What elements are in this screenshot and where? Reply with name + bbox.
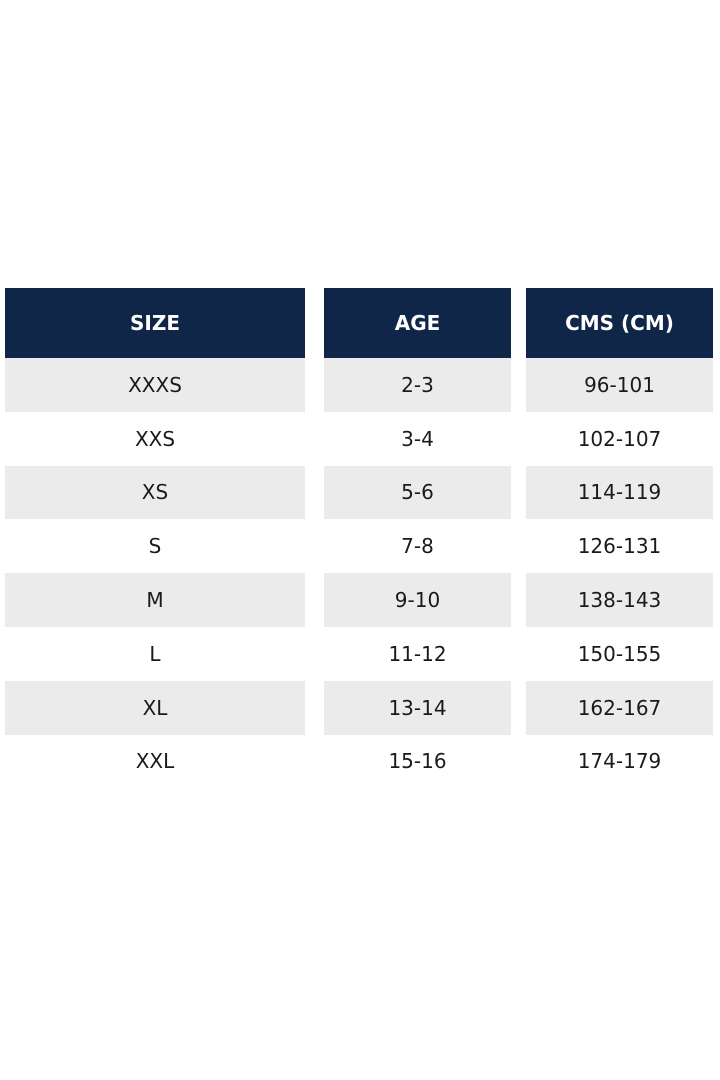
table-cell: 150-155 xyxy=(577,641,662,666)
header-cell: CMS (CM) xyxy=(526,288,713,358)
header-cell: SIZE xyxy=(5,288,305,358)
table-cell: 162-167 xyxy=(526,680,713,735)
table-cell: 15-16 xyxy=(388,749,447,774)
table-cell: M xyxy=(5,573,305,627)
table-cell: 9-10 xyxy=(324,573,511,627)
table-cell: XXS xyxy=(134,426,176,451)
table-cell: XXXS xyxy=(5,358,305,412)
table-cell: 126-131 xyxy=(577,534,662,559)
table-cell: XXL xyxy=(135,749,175,774)
table-cell: 114-119 xyxy=(526,465,713,520)
table-cell: 96-101 xyxy=(526,358,713,412)
table-cell: 5-6 xyxy=(324,465,511,520)
header-cell: AGE xyxy=(324,288,511,358)
table-cell: 13-14 xyxy=(324,680,511,735)
table-cell: 7-8 xyxy=(401,534,434,559)
table-cell: 138-143 xyxy=(526,573,713,627)
table-cell: S xyxy=(148,534,162,559)
table-cell: XS xyxy=(5,465,305,520)
table-cell: 3-4 xyxy=(401,426,434,451)
table-cell: L xyxy=(149,641,161,666)
table-cell: XL xyxy=(5,680,305,735)
table-cell: 102-107 xyxy=(577,426,662,451)
table-cell: 174-179 xyxy=(577,749,662,774)
table-cell: 11-12 xyxy=(388,641,447,666)
table-cell: 2-3 xyxy=(324,358,511,412)
